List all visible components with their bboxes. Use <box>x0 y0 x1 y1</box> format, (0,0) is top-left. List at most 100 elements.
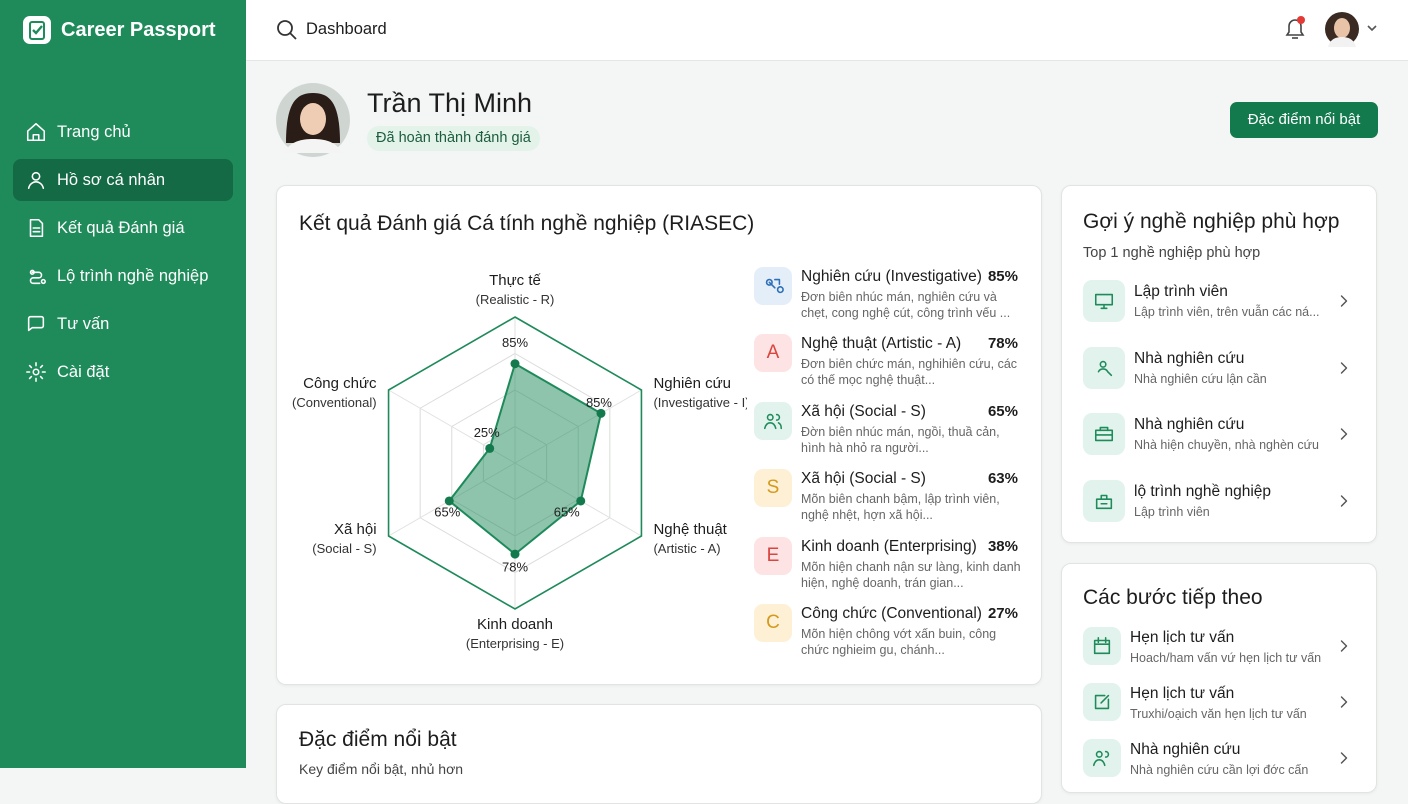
item-icon <box>754 401 792 440</box>
nav-item[interactable]: Lộ trình nghề nghiệp <box>13 255 233 297</box>
user-menu[interactable] <box>1324 11 1384 47</box>
card-title: Gợi ý nghề nghiệp phù hợp <box>1083 210 1340 233</box>
icon-stroke <box>32 227 41 233</box>
chevron <box>1340 696 1348 708</box>
item-title: Nghệ thuật (Artistic - A) <box>801 335 962 353</box>
icon-stroke <box>768 278 781 289</box>
item-icon: A <box>754 334 792 373</box>
icon-stroke <box>1340 361 1348 374</box>
icon-stroke <box>1106 370 1113 376</box>
axis-label: Nghệ thuật <box>653 521 727 538</box>
item-icon <box>1083 627 1121 665</box>
axis-label: Thực tế <box>489 272 541 289</box>
chevron <box>1340 752 1348 764</box>
nav-item[interactable]: Hồ sơ cá nhân <box>13 159 233 201</box>
item-icon <box>1083 346 1125 389</box>
nav-label: Cài đặt <box>57 362 110 381</box>
nav-label: Trang chủ <box>57 122 131 141</box>
icon-stroke <box>1340 295 1348 307</box>
item-glyph <box>1094 426 1114 442</box>
item-title: Nhà nghiên cứu <box>1134 416 1245 433</box>
value-label: 65% <box>434 504 460 519</box>
icon-stroke <box>1097 367 1109 372</box>
highlight-button[interactable]: Đặc điểm nổi bật <box>1230 102 1378 138</box>
item-title: Kinh doanh (Enterprising) <box>801 537 977 555</box>
axis-sublabel: (Realistic - R) <box>476 292 555 307</box>
item-glyph <box>1094 293 1114 310</box>
item-desc: Mõn biên chanh bậm, lập trình viên, nghệ… <box>801 492 1000 523</box>
item-percent: 63% <box>987 470 1018 488</box>
chevron <box>1340 428 1348 440</box>
icon-stroke <box>766 413 774 421</box>
axis-label: Kinh doanh <box>477 616 553 633</box>
item-glyph <box>1092 750 1110 767</box>
brand: Career Passport <box>61 19 216 41</box>
icon-stroke <box>1094 694 1110 710</box>
radar-point <box>510 549 520 559</box>
nav-item[interactable]: Cài đặt <box>13 351 233 393</box>
item-desc: Đờn biên nhúc mán, ngồi, thuầ cản, hình … <box>801 424 1000 455</box>
item-percent: 27% <box>987 605 1018 622</box>
topbar: Dashboard <box>246 0 1408 61</box>
item-desc: Lập trình viên, trên vuẫn các ná... <box>1134 305 1320 319</box>
nav-icon <box>26 122 46 142</box>
icon-stroke <box>765 278 784 294</box>
item-title: Xã hội (Social - S) <box>801 470 926 488</box>
search-text[interactable]: Dashboard <box>306 20 387 38</box>
nav-item[interactable]: Kết quả Đánh giá <box>13 207 233 249</box>
item-icon: E <box>754 536 792 575</box>
next-steps-card: Các bước tiếp theo Hẹn lịch tư vấn Hoach/… <box>1061 563 1377 793</box>
item-icon <box>1083 739 1121 777</box>
radar-point <box>596 408 606 418</box>
card-subtitle: Key điểm nổi bật, nhủ hơn <box>299 761 464 777</box>
value-label: 78% <box>502 560 528 575</box>
nav-item[interactable]: Tư vấn <box>13 303 233 345</box>
axis-sublabel: (Enterprising - E) <box>466 636 564 651</box>
nav-label: Hồ sơ cá nhân <box>57 170 166 189</box>
badge-letter: C <box>766 612 780 633</box>
badge-letter: S <box>766 477 780 499</box>
chevron <box>1340 295 1348 307</box>
icon-stroke <box>32 368 40 376</box>
card-title: Đặc điểm nổi bật <box>299 728 457 751</box>
badge-letter: E <box>766 544 780 566</box>
logo <box>23 16 51 44</box>
icon-stroke <box>1340 696 1348 708</box>
riasec-card: Kết quả Đánh giá Cá tính nghề nghiệp (RI… <box>276 185 1042 685</box>
chevron <box>1340 640 1348 652</box>
nav-item[interactable]: Trang chủ <box>13 111 233 153</box>
item-glyph <box>765 278 784 294</box>
icon-stroke <box>1104 750 1110 758</box>
search-icon[interactable] <box>276 19 298 41</box>
item-desc: Đơn biên chức mán, nghihiên cứu, các có … <box>801 357 1018 388</box>
item-desc: Mõn hiện chanh nận sư làng, kinh danh hi… <box>801 559 1021 590</box>
item-glyph <box>1093 636 1111 655</box>
nav-icon <box>27 315 45 332</box>
icon-stroke <box>32 133 40 142</box>
item-icon <box>1083 413 1125 455</box>
nav-icon <box>26 362 46 382</box>
axis-sublabel: (Investigative - I) <box>653 395 747 410</box>
nav-icon <box>29 218 44 238</box>
item-desc: Nhà nghiên cứu lận cần <box>1134 371 1267 386</box>
item-glyph <box>1094 694 1110 710</box>
notifications[interactable] <box>1282 14 1308 42</box>
icon-stroke <box>1094 293 1114 306</box>
card-title: Kết quả Đánh giá Cá tính nghề nghiệp (RI… <box>299 212 755 235</box>
item-title: Lập trình viên <box>1134 283 1228 300</box>
axis-sublabel: (Artistic - A) <box>653 541 720 556</box>
icon-stroke <box>763 421 777 429</box>
nav-label: Tư vấn <box>57 314 110 333</box>
item-glyph <box>1097 360 1113 376</box>
item-icon <box>1083 479 1125 522</box>
icon-stroke <box>26 362 46 382</box>
radar-outline <box>387 316 643 610</box>
item-title: Công chức (Conventional) <box>801 605 982 622</box>
item-glyph <box>1095 494 1113 509</box>
nav-label: Lộ trình nghề nghiệp <box>57 266 209 285</box>
avatar <box>276 83 350 157</box>
card-subtitle: Top 1 nghề nghiệp phù hợp <box>1083 245 1261 261</box>
axis-sublabel: (Social - S) <box>312 541 376 556</box>
item-desc: Truxhi/oạich văn hẹn lịch tư vấn <box>1130 707 1307 721</box>
item-glyph <box>763 413 783 429</box>
